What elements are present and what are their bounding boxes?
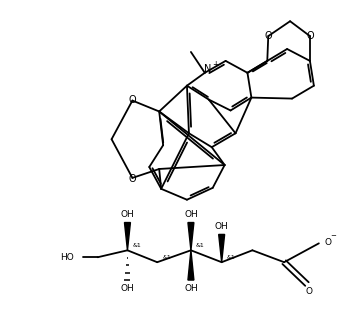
Polygon shape — [188, 250, 194, 280]
Text: O: O — [129, 174, 136, 184]
Text: OH: OH — [184, 210, 198, 219]
Text: O: O — [129, 95, 136, 105]
Polygon shape — [188, 222, 194, 250]
Text: &1: &1 — [196, 243, 205, 248]
Text: OH: OH — [121, 210, 134, 219]
Text: &1: &1 — [227, 255, 235, 260]
Text: &1: &1 — [132, 243, 141, 248]
Text: OH: OH — [184, 285, 198, 294]
Text: OH: OH — [121, 285, 134, 294]
Text: HO: HO — [60, 253, 74, 262]
Text: O: O — [265, 31, 272, 41]
Text: O: O — [325, 238, 332, 247]
Polygon shape — [219, 234, 225, 262]
Polygon shape — [125, 222, 130, 250]
Text: +: + — [212, 60, 219, 69]
Text: O: O — [306, 31, 314, 41]
Text: OH: OH — [215, 222, 228, 231]
Text: &1: &1 — [162, 255, 171, 260]
Text: −: − — [330, 233, 336, 239]
Text: O: O — [306, 288, 312, 297]
Text: N: N — [204, 64, 211, 74]
